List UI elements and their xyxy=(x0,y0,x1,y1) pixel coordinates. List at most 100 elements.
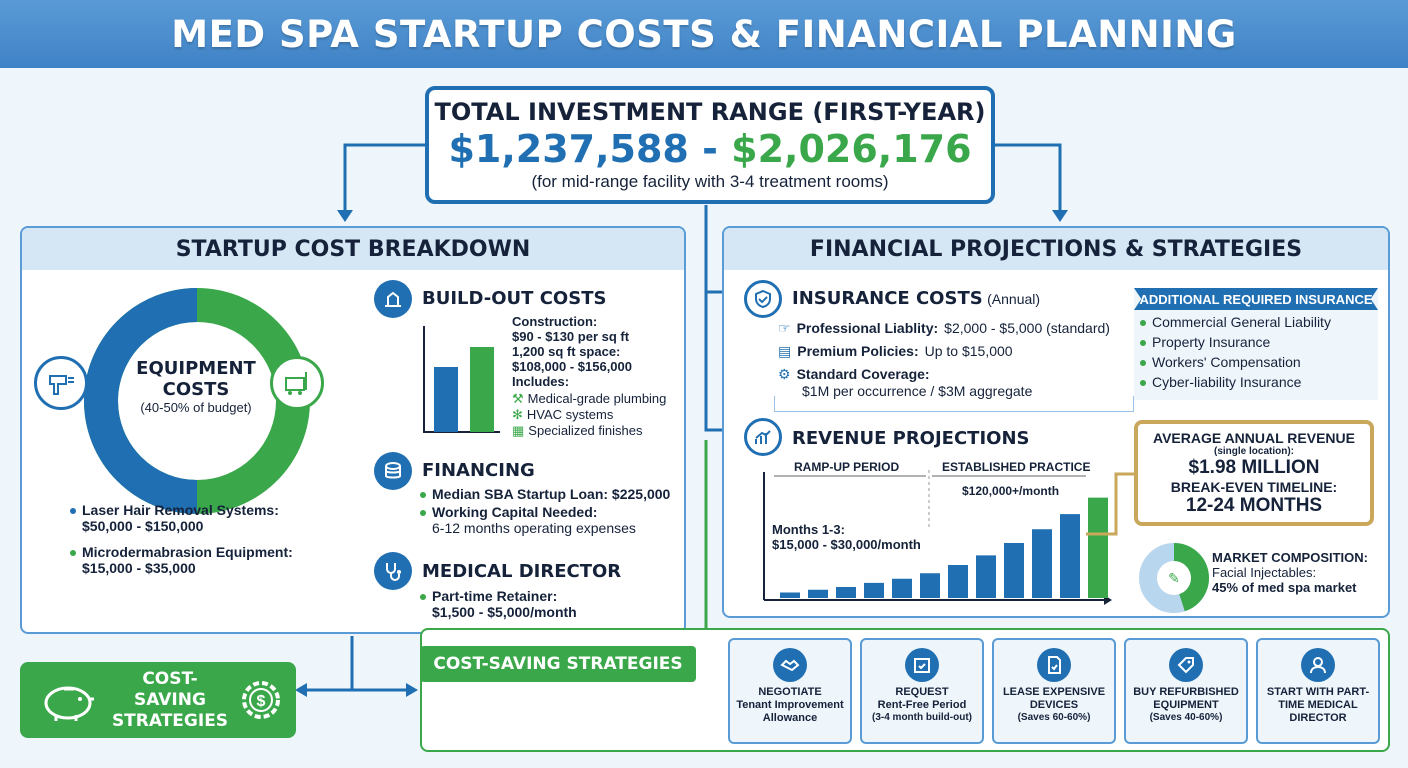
coins-icon xyxy=(374,452,412,490)
include-item: ✻ HVAC systems xyxy=(512,407,666,423)
cost-saving-button[interactable]: COST-SAVING STRATEGIES $ xyxy=(20,662,296,738)
market-label: Facial Injectables: xyxy=(1212,565,1317,580)
insurance-value: $2,000 - $5,000 (standard) xyxy=(944,320,1110,336)
total-heading: TOTAL INVESTMENT RANGE (FIRST-YEAR) xyxy=(434,98,986,126)
market-donut: ✎ xyxy=(1139,543,1209,613)
strategy-card-lease[interactable]: LEASE EXPENSIVE DEVICES (Saves 60-60%) xyxy=(992,638,1116,744)
insurance-label: Standard Coverage: xyxy=(796,366,930,382)
buildout-bar xyxy=(434,367,458,432)
revenue-title: REVENUE PROJECTIONS xyxy=(792,428,1030,449)
buildout-bar xyxy=(470,347,494,432)
strategy-card-refurbished[interactable]: BUY REFURBISHED EQUIPMENT (Saves 40-60%) xyxy=(1124,638,1248,744)
piggy-bank-icon xyxy=(44,686,94,721)
total-low: $1,237,588 xyxy=(448,127,689,171)
bullet-dot xyxy=(420,594,426,600)
includes-label: Includes: xyxy=(512,374,570,389)
fan-icon: ✻ xyxy=(512,407,523,422)
insurance-title: INSURANCE COSTS xyxy=(792,288,983,309)
financing-text: Working Capital Needed: xyxy=(432,504,598,520)
additional-text: Workers' Compensation xyxy=(1152,354,1301,370)
revenue-bar xyxy=(892,578,912,598)
include-text: HVAC systems xyxy=(526,407,614,422)
insurance-item: ▤ Premium Policies: Up to $15,000 xyxy=(778,343,1110,360)
doctor-icon xyxy=(1301,648,1335,682)
strategy-card-negotiate[interactable]: NEGOTIATE Tenant Improvement Allowance xyxy=(728,638,852,744)
financing-list: Median SBA Startup Loan: $225,000 Workin… xyxy=(420,486,670,536)
revenue-bar xyxy=(1060,514,1080,598)
insurance-suffix: (Annual) xyxy=(987,291,1041,307)
market-title: MARKET COMPOSITION: xyxy=(1212,550,1368,565)
total-note: (for mid-range facility with 3-4 treatme… xyxy=(531,172,889,191)
svg-text:✎: ✎ xyxy=(1168,570,1180,586)
wrench-icon: ⚒ xyxy=(512,391,524,406)
startup-cost-panel: STARTUP COST BREAKDOWN EQUIPMENT COSTS (… xyxy=(20,226,686,634)
director-detail: Part-time Retainer: $1,500 - $5,000/mont… xyxy=(420,588,577,620)
revenue-chart xyxy=(763,470,1112,605)
additional-item: Commercial General Liability xyxy=(1140,314,1378,330)
document-icon: ▤ xyxy=(778,343,792,359)
director-value: $1,500 - $5,000/month xyxy=(432,604,577,620)
additional-insurance-box: ADDITIONAL REQUIRED INSURANCE Commercial… xyxy=(1134,288,1378,400)
donut-note: (40-50% of budget) xyxy=(140,400,252,415)
strategy-card-director[interactable]: START WITH PART-TIME MEDICAL DIRECTOR xyxy=(1256,638,1380,744)
market-text: MARKET COMPOSITION: Facial Injectables: … xyxy=(1212,550,1368,595)
revenue-bar xyxy=(836,587,856,598)
insurance-list: ☞ Professional Liablity: $2,000 - $5,000 (… xyxy=(778,320,1110,399)
strategy-title: NEGOTIATE xyxy=(758,686,822,698)
bullet-dot xyxy=(420,510,426,516)
strategy-note: (Saves 60-60%) xyxy=(1017,712,1091,723)
early-label: Months 1-3: xyxy=(772,522,845,537)
bullet-dot xyxy=(1140,360,1146,366)
donut-label1: EQUIPMENT xyxy=(136,358,256,379)
gear-icon: ⚙ xyxy=(778,366,791,382)
additional-item: Property Insurance xyxy=(1140,334,1378,350)
bullet-dot xyxy=(1140,380,1146,386)
cost-saving-label: COST-SAVING STRATEGIES xyxy=(111,668,229,731)
svg-text:$: $ xyxy=(257,693,266,710)
insurance-label: Professional Liablity: xyxy=(796,320,939,336)
legend-dot-green xyxy=(70,550,76,556)
include-text: Medical-grade plumbing xyxy=(527,391,667,406)
equipment-cart-icon xyxy=(270,356,324,410)
space-value: $108,000 - $156,000 xyxy=(512,359,632,374)
strategy-sub: Rent-Free Period xyxy=(877,699,967,711)
revenue-bar xyxy=(948,565,968,598)
insurance-title-row: INSURANCE COSTS (Annual) xyxy=(792,288,1040,309)
revenue-bar xyxy=(808,589,828,598)
revenue-bar xyxy=(780,592,800,598)
strategy-sub: Tenant Improvement Allowance xyxy=(736,699,844,724)
financing-sub: 6-12 months operating expenses xyxy=(432,520,636,536)
include-text: Specialized finishes xyxy=(528,423,643,438)
buildout-title: BUILD-OUT COSTS xyxy=(422,288,607,309)
revenue-bar xyxy=(920,573,940,598)
donut-center: EQUIPMENT COSTS (40-50% of budget) xyxy=(112,358,280,415)
financing-text: Median SBA Startup Loan: $225,000 xyxy=(432,486,671,502)
cost-saving-tab[interactable]: COST-SAVING STRATEGIES xyxy=(420,646,696,682)
revenue-bar xyxy=(1088,497,1108,598)
established-value: $120,000+/month xyxy=(962,484,1060,498)
construction-value: $90 - $130 per sq ft xyxy=(512,329,630,344)
strategy-title: LEASE EXPENSIVE DEVICES xyxy=(1002,686,1106,711)
donut-legend: Laser Hair Removal Systems: $50,000 - $1… xyxy=(70,502,330,576)
construction-icon xyxy=(374,280,412,318)
buildout-chart xyxy=(423,326,500,433)
financing-title: FINANCING xyxy=(422,460,535,481)
legend-text: Laser Hair Removal Systems: $50,000 - $1… xyxy=(82,502,279,534)
breakeven-value: 12-24 MONTHS xyxy=(1185,495,1323,516)
insurance-connector xyxy=(774,396,1134,412)
early-revenue: Months 1-3: $15,000 - $30,000/month xyxy=(772,522,921,552)
additional-text: Commercial General Liability xyxy=(1152,314,1331,330)
shield-icon xyxy=(744,280,782,318)
strategy-card-request[interactable]: REQUEST Rent-Free Period (3-4 month buil… xyxy=(860,638,984,744)
insurance-value: Up to $15,000 xyxy=(924,343,1013,359)
revenue-bar xyxy=(1032,529,1052,598)
donut-label2: COSTS xyxy=(162,379,230,400)
director-item: Part-time Retainer: xyxy=(420,588,577,604)
finish-icon: ▦ xyxy=(512,423,525,438)
dollar-gear-icon: $ xyxy=(242,681,280,719)
average-revenue-card: AVERAGE ANNUAL REVENUE (single location)… xyxy=(1134,420,1374,526)
director-label: Part-time Retainer: xyxy=(432,588,558,604)
stethoscope-icon xyxy=(374,552,412,590)
total-range: $1,237,588 - $2,026,176 xyxy=(429,126,991,172)
ramp-label: RAMP-UP PERIOD xyxy=(794,460,900,474)
